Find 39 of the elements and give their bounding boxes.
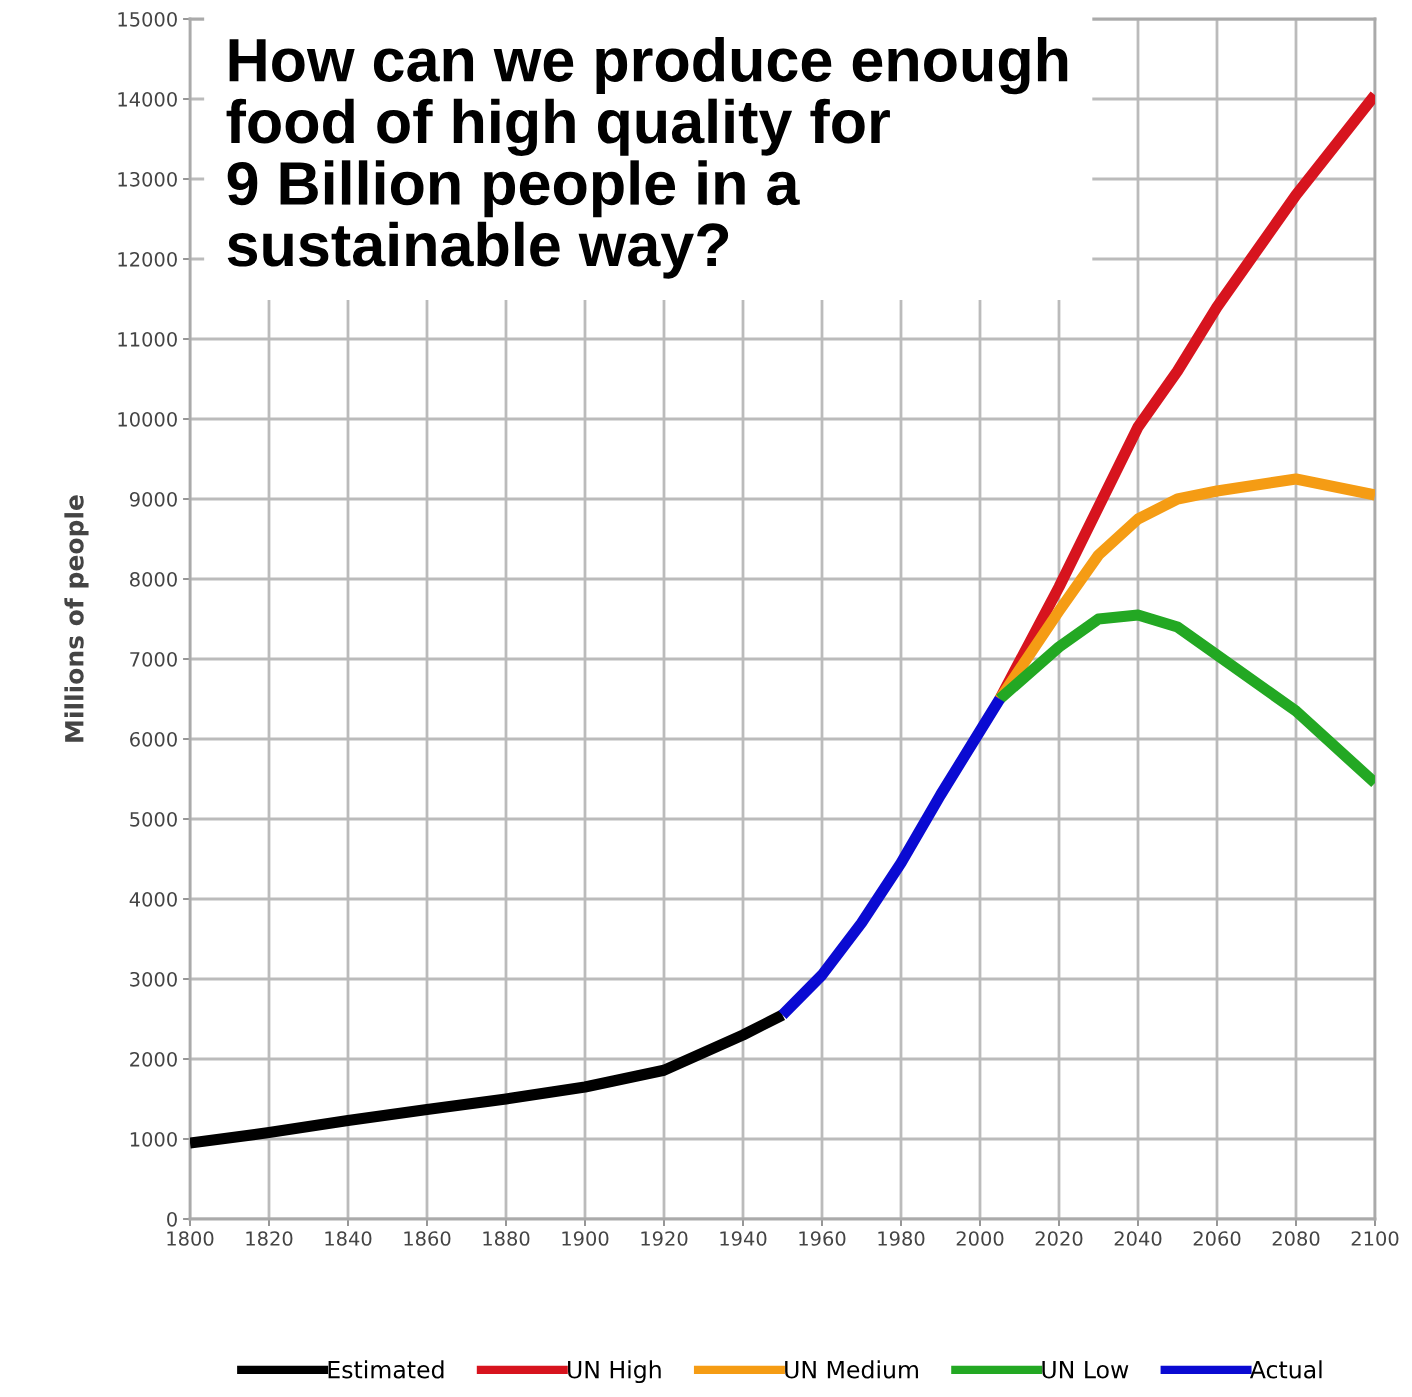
y-axis-title: Millions of people bbox=[64, 495, 89, 742]
legend-label: UN High bbox=[568, 1360, 661, 1384]
x-tick-label: 1840 bbox=[325, 1231, 372, 1246]
x-tick-label: 1920 bbox=[641, 1231, 688, 1246]
y-tick-label: 12000 bbox=[118, 251, 177, 267]
x-tick-label: 1900 bbox=[562, 1231, 609, 1246]
y-tick-label: 11000 bbox=[118, 331, 177, 347]
x-tick-label: 2040 bbox=[1114, 1231, 1162, 1246]
x-tick-label: 1940 bbox=[720, 1231, 767, 1246]
y-tick-label: 9000 bbox=[129, 491, 177, 507]
y-tick-label: 15000 bbox=[118, 11, 177, 27]
y-tick-label: 13000 bbox=[118, 171, 177, 187]
y-tick-label: 4000 bbox=[129, 891, 177, 907]
y-tick-label: 0 bbox=[167, 1211, 177, 1227]
y-tick-label: 3000 bbox=[130, 971, 177, 987]
x-tick-label: 2080 bbox=[1272, 1231, 1320, 1246]
y-tick-label: 5000 bbox=[130, 811, 177, 827]
legend-label: UN Medium bbox=[785, 1360, 918, 1379]
x-tick-label: 2000 bbox=[956, 1231, 1004, 1246]
text: How can we produce enough food of high quality for 9 Billion people in a sustainable way? bbox=[226, 37, 1068, 279]
x-tick-label: 2100 bbox=[1351, 1231, 1399, 1246]
y-tick-label: 6000 bbox=[130, 731, 177, 747]
y-tick-label: 7000 bbox=[130, 651, 177, 667]
x-tick-label: 1860 bbox=[404, 1231, 451, 1246]
y-tick-label: 14000 bbox=[118, 91, 177, 107]
x-tick-label: 1980 bbox=[878, 1231, 925, 1246]
x-tick-label: 1880 bbox=[483, 1231, 530, 1246]
x-tick-label: 2060 bbox=[1193, 1231, 1241, 1246]
y-tick-label: 2000 bbox=[130, 1051, 177, 1067]
x-tick-label: 1820 bbox=[246, 1231, 293, 1246]
legend-label: Estimated bbox=[328, 1360, 444, 1379]
x-tick-label: 2020 bbox=[1035, 1231, 1083, 1246]
x-tick-label: 1800 bbox=[167, 1231, 214, 1246]
y-tick-label: 10000 bbox=[118, 411, 177, 427]
legend-label: Actual bbox=[1249, 1360, 1322, 1379]
y-tick-label: 1000 bbox=[130, 1131, 177, 1147]
x-tick-label: 1960 bbox=[799, 1231, 846, 1246]
legend-label: UN Low bbox=[1042, 1360, 1129, 1379]
y-tick-label: 8000 bbox=[130, 571, 177, 587]
